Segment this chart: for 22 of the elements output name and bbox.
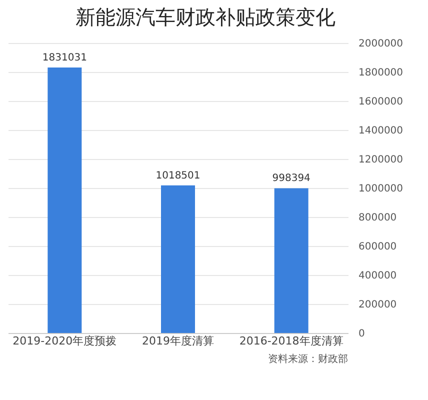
y-tick-label: 1600000 <box>358 96 404 108</box>
data-label: 998394 <box>272 173 310 184</box>
bar <box>161 185 195 333</box>
x-tick-label: 2016-2018年度清算 <box>239 334 344 348</box>
chart-title: 新能源汽车财政补贴政策变化 <box>75 5 336 29</box>
text: 资料来源：财政部 <box>268 353 348 365</box>
y-tick-label: 1000000 <box>358 184 404 194</box>
y-tick-label: 1200000 <box>358 154 404 166</box>
y-tick-label: 600000 <box>358 242 397 252</box>
y-tick-label: 1400000 <box>358 126 404 136</box>
bar <box>48 68 82 333</box>
data-label: 1018501 <box>156 170 200 182</box>
y-tick-label: 800000 <box>358 212 397 224</box>
x-tick-label: 2019-2020年度预拨 <box>12 334 117 348</box>
y-tick-label: 1800000 <box>358 68 404 78</box>
bar <box>274 188 308 333</box>
y-tick-label: 0 <box>358 328 365 340</box>
data-label: 1831031 <box>42 52 87 64</box>
y-tick-label: 400000 <box>358 270 397 282</box>
y-tick-label: 200000 <box>358 300 397 310</box>
y-tick-label: 2000000 <box>358 38 404 50</box>
x-tick-label: 2019年度清算 <box>142 334 214 348</box>
